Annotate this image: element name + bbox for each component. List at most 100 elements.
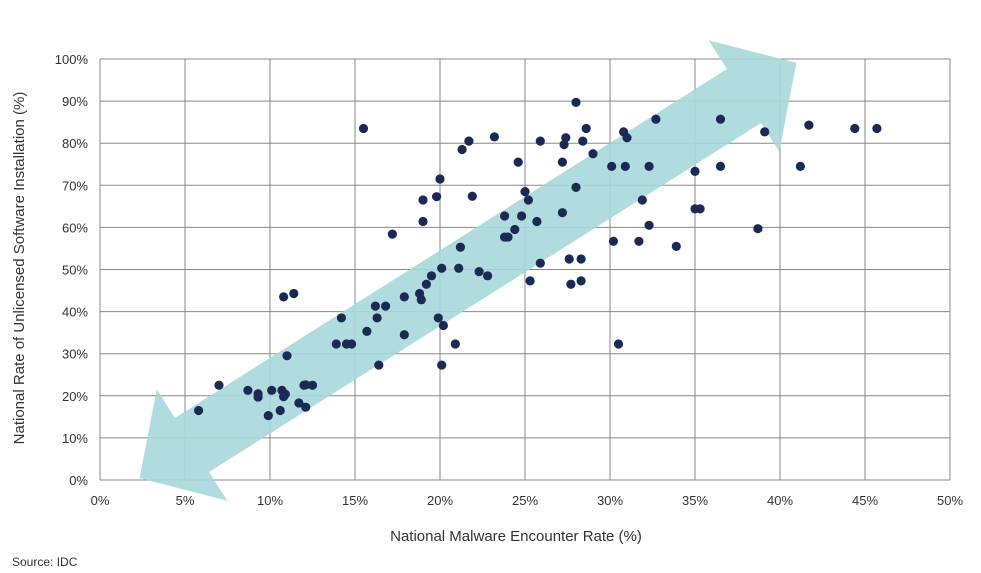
data-point [374, 360, 384, 370]
data-point [644, 161, 654, 171]
data-point [510, 224, 520, 235]
data-point [557, 208, 568, 218]
x-tick-label: 25% [512, 493, 538, 508]
y-tick-label: 50% [62, 263, 88, 278]
y-tick-label: 20% [62, 389, 88, 404]
data-point [644, 220, 654, 230]
data-point [263, 410, 273, 421]
x-tick-label: 40% [767, 493, 793, 508]
data-point [557, 157, 568, 167]
data-point [275, 405, 285, 416]
data-point [525, 276, 535, 286]
x-tick-label: 30% [597, 493, 623, 508]
data-point [690, 166, 700, 177]
data-point [358, 123, 369, 134]
data-point [294, 398, 304, 408]
data-point [503, 232, 513, 242]
data-point [214, 380, 224, 390]
data-point [500, 211, 510, 221]
y-tick-label: 80% [62, 136, 88, 151]
data-point [437, 360, 447, 370]
data-point [532, 216, 542, 227]
x-tick-label: 15% [342, 493, 368, 508]
data-point [695, 204, 705, 214]
data-points [194, 97, 882, 421]
data-point [426, 271, 437, 281]
data-point [850, 123, 860, 134]
data-point [433, 313, 443, 323]
data-point [520, 187, 530, 197]
x-tick-label: 45% [852, 493, 878, 508]
y-tick-label: 70% [62, 178, 88, 193]
data-point [489, 132, 499, 142]
data-point [607, 161, 617, 171]
data-point [581, 123, 591, 134]
data-point [566, 279, 576, 289]
data-point [243, 385, 253, 395]
data-point [362, 326, 372, 336]
data-point [576, 276, 586, 286]
double-arrow-shape [139, 40, 797, 501]
data-point [418, 195, 428, 205]
y-tick-label: 0% [69, 473, 88, 488]
data-point [564, 254, 574, 264]
data-point [760, 127, 770, 137]
data-point [347, 339, 357, 349]
y-tick-label: 100% [55, 52, 89, 67]
data-point [513, 157, 523, 167]
data-point [571, 182, 581, 193]
data-point [535, 136, 545, 146]
source-note: Source: IDC [12, 555, 78, 569]
data-point [804, 120, 814, 130]
data-point [455, 242, 465, 252]
y-tick-label: 40% [62, 305, 88, 320]
data-point [421, 279, 431, 289]
data-point [432, 192, 442, 202]
y-axis-ticks: 0% 10% 20% 30% 40% 50% 60% 70% 80% 90% 100% [55, 52, 89, 488]
data-point [634, 236, 644, 246]
data-point [795, 161, 806, 171]
data-point [588, 149, 598, 159]
data-point [467, 191, 477, 201]
data-point [381, 301, 391, 311]
data-point [307, 380, 318, 390]
y-tick-label: 90% [62, 94, 88, 109]
data-point [523, 195, 534, 205]
y-tick-label: 60% [62, 220, 88, 235]
data-point [282, 351, 292, 361]
data-point [301, 402, 311, 412]
data-point [454, 263, 464, 273]
y-axis-title: National Rate of Unlicensed Software Ins… [11, 92, 28, 445]
data-point [576, 254, 586, 264]
data-point [561, 133, 571, 143]
data-point [872, 123, 882, 134]
data-point [399, 292, 409, 302]
trend-arrow [139, 40, 797, 501]
data-point [671, 241, 681, 251]
data-point [279, 292, 289, 302]
x-tick-label: 50% [937, 493, 963, 508]
data-point [571, 97, 581, 107]
data-point [194, 405, 204, 416]
data-point [387, 229, 397, 239]
data-point [435, 174, 445, 184]
data-point [450, 339, 460, 349]
data-point [289, 288, 299, 299]
data-point [517, 211, 527, 221]
data-point [370, 301, 380, 311]
data-point [336, 313, 346, 323]
data-point [399, 330, 409, 340]
data-point [622, 133, 632, 143]
y-tick-label: 10% [62, 431, 88, 446]
data-point [280, 389, 290, 399]
x-tick-label: 10% [257, 493, 283, 508]
data-point [301, 380, 311, 390]
x-tick-label: 20% [427, 493, 453, 508]
x-tick-label: 35% [682, 493, 708, 508]
data-point [578, 136, 588, 146]
data-point [620, 161, 630, 171]
data-point [372, 313, 382, 323]
data-point [416, 295, 426, 305]
data-point [535, 258, 545, 268]
